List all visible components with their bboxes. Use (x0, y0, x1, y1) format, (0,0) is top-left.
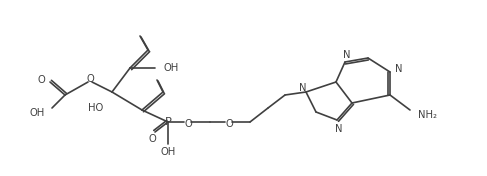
Text: OH: OH (163, 63, 178, 73)
Text: OH: OH (30, 108, 45, 118)
Text: O: O (184, 119, 192, 129)
Text: OH: OH (160, 147, 176, 157)
Text: O: O (37, 75, 45, 85)
Text: O: O (86, 74, 94, 84)
Text: N: N (343, 50, 351, 60)
Text: NH₂: NH₂ (418, 110, 437, 120)
Text: N: N (299, 83, 307, 93)
Text: HO: HO (88, 103, 104, 113)
Text: O: O (225, 119, 233, 129)
Text: O: O (148, 134, 156, 144)
Text: N: N (335, 124, 343, 134)
Text: P: P (165, 117, 171, 127)
Text: N: N (395, 64, 403, 74)
